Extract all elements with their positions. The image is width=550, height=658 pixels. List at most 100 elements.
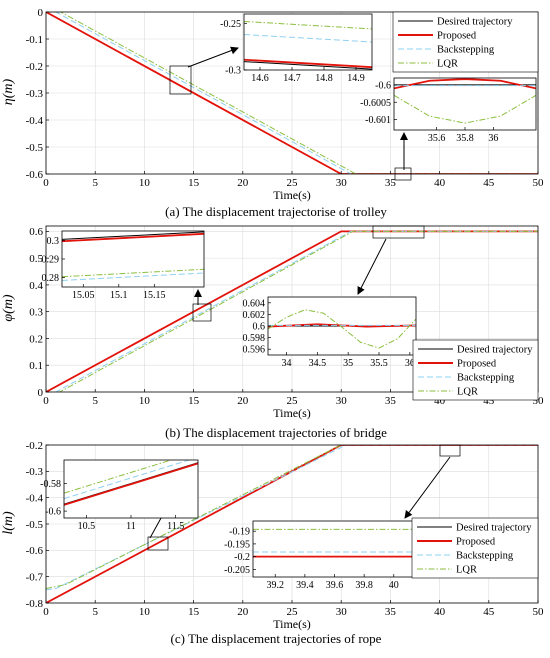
panel-c-inset-0-ytick-label: -0.58 (40, 479, 61, 490)
panel-a-inset-0-xtick-label: 14.7 (283, 73, 301, 84)
panel-a-inset-0-xtick-label: 14.9 (347, 73, 365, 84)
panel-b-inset-0-xtick-label: 15.15 (143, 290, 166, 301)
panel-c-series (46, 445, 538, 603)
panel-c-legend-box (411, 517, 539, 579)
panel-c-inset-1-ytick-label: -0.2 (234, 552, 250, 563)
panel-c-inset-0-line-lqr (64, 460, 173, 494)
panel-a-line-proposed (46, 12, 538, 174)
panel-c-caption: (c) The displacement trajectories of rop… (171, 631, 382, 646)
panel-a-inset-1-line-lqr (394, 94, 536, 124)
panel-c-xtick-label: 15 (188, 606, 200, 618)
panel-a-inset-0-xtick-label: 14.6 (251, 73, 269, 84)
panel-b-line-lqr (46, 230, 538, 392)
panel-c-inset-1-axes: 39.2 39.4 39.6 39.8 40 -0.19-0.195 -0.2 -0.205 (224, 520, 417, 591)
panel-b-inset-1-series (268, 309, 416, 349)
panel-a-xtick-label: 10 (139, 177, 151, 189)
panel-b-xtick-label: 25 (287, 395, 299, 407)
panel-c-line-lqr (46, 445, 343, 590)
panel-a-caption: (a) The displacement trajectorise of tro… (165, 204, 387, 219)
panel-a: 0 5 10 15 20 25 30 35 40 45 50 0 -0.1 -0.2 -0.3 -0.4 -0.… (1, 7, 544, 219)
panel-a-inset-0-line-lqr (244, 20, 372, 30)
panel-a-legend-label: Desired trajectory (437, 17, 513, 28)
panel-b-zoom-arrow (357, 238, 387, 295)
panel-a-ytick-label: -0.4 (26, 115, 44, 127)
panel-b-xtick-label: 45 (483, 395, 495, 407)
panel-a-ytick-label: -0.6 (26, 169, 44, 181)
panel-a-inset-1-axes: 35.6 35.8 36 -0.6 -0.6005 -0.601 (360, 77, 537, 144)
panel-a-inset-1-xtick-label: 35.8 (456, 133, 474, 144)
panel-b-xlabel: Time(s) (273, 406, 311, 420)
panel-c-ytick-label: -0.8 (26, 598, 44, 610)
panel-a-xtick-label: 20 (237, 177, 249, 189)
panel-c-inset-0-axes: 10.5 11 11.5 -0.58 -0.6 (40, 459, 199, 532)
panel-c-ytick-label: -0.3 (26, 466, 44, 478)
panel-b-ytick-label: 0.6 (29, 226, 43, 238)
panel-a-xtick-label: 40 (434, 177, 446, 189)
panel-c-zoom-box (147, 536, 169, 551)
panel-c-ytick-label: -0.2 (26, 440, 43, 452)
panel-b-xtick-label: 5 (92, 395, 98, 407)
panel-c-inset-0-xtick-label: 11 (126, 521, 136, 532)
panel-a-inset-0-series (244, 20, 372, 70)
panel-c-inset-0-xtick-label: 10.5 (78, 521, 96, 532)
panel-a-inset-0-ytick-label: -0.3 (225, 66, 241, 77)
panel-c-inset-0-xtick-label: 11.5 (167, 521, 184, 532)
panel-a-ylabel: η(m) (1, 78, 16, 105)
panel-b-ytick-label: 0.3 (29, 307, 43, 319)
panel-c-line-proposed (46, 445, 538, 603)
panel-c-xtick-label: 0 (43, 606, 49, 618)
panel-c-legend: Desired trajectory Proposed Backstepping LQ… (411, 517, 539, 579)
panel-c-inset-1-xtick-label: 40 (389, 580, 399, 591)
panel-c-xtick-label: 30 (336, 606, 348, 618)
panel-b-inset-1-xtick-label: 34 (282, 358, 292, 369)
panel-a-inset-1-xtick-label: 36 (488, 133, 498, 144)
panel-b-ytick-label: 0.1 (29, 360, 43, 372)
panel-a-xtick-label: 5 (92, 177, 98, 189)
panel-c-inset-0-line-backstepping (64, 460, 191, 500)
panel-c-inset-1-ytick-label: -0.205 (224, 565, 250, 576)
panel-b-inset-1-xtick-label: 36 (405, 358, 415, 369)
panel-b-xtick-label: 30 (336, 395, 348, 407)
panel-b-legend-label: LQR (457, 387, 478, 398)
panel-c-ytick-label: -0.5 (26, 519, 44, 531)
panel-a-ytick-label: -0.5 (26, 142, 44, 154)
panel-a-inset-1-series (394, 78, 536, 124)
panel-a-ytick-label: -0.2 (26, 61, 43, 73)
panel-b-inset-0-xtick-label: 15.05 (72, 290, 95, 301)
panel-c-legend-label: Desired trajectory (456, 523, 532, 534)
panel-a-xtick-label: 30 (336, 177, 348, 189)
panel-c-xtick-label: 5 (92, 606, 98, 618)
panel-c-inset-1-plot-bg (253, 521, 416, 577)
panel-b-ytick-label: 0.5 (29, 253, 43, 265)
panel-b-inset-0-ytick-label: 0.28 (42, 273, 60, 284)
panel-b-legend-label: Proposed (457, 359, 497, 370)
panel-a-inset-1-ytick-label: -0.601 (365, 115, 391, 126)
panel-b-line-proposed (46, 230, 538, 392)
panel-c-xtick-label: 35 (385, 606, 397, 618)
panel-b-zoom-box (192, 303, 212, 322)
panel-a-inset-1-plot-bg (394, 78, 536, 130)
panel-c-ytick-label: -0.7 (26, 572, 44, 584)
panel-c-inset-1-series (253, 528, 416, 558)
panel-a-ytick-label: -0.3 (26, 88, 44, 100)
panel-b-inset-0-ytick-label: 0.29 (42, 255, 60, 266)
panel-b-caption: (b) The displacement trajectories of bri… (165, 425, 387, 440)
panel-c-zoom-box (439, 444, 461, 457)
panel-b-inset-1-ytick-label: 0.596 (243, 345, 266, 356)
panel-b-ylabel: φ(m) (1, 294, 16, 322)
panel-a-inset-0-frame (243, 13, 373, 71)
panel-c-xtick-label: 25 (287, 606, 299, 618)
panel-c-inset-0-line-proposed (64, 462, 198, 506)
panel-b-inset-0-xtick-label: 15.1 (110, 290, 128, 301)
panel-a-inset-1-xtick-label: 35.6 (428, 133, 446, 144)
panel-c-xtick-label: 45 (483, 606, 495, 618)
panel-c-inset-1-xtick-label: 39.8 (355, 580, 373, 591)
panel-b-inset-1-xtick-label: 35.5 (370, 358, 388, 369)
panel-a-zoom-arrow (187, 46, 239, 68)
panel-a-zoom-box (394, 167, 412, 181)
panel-b-xtick-label: 20 (237, 395, 249, 407)
panel-c-inset-1-xtick-label: 39.6 (326, 580, 344, 591)
panel-b-inset-0-line-backstepping (62, 272, 204, 281)
panel-c-legend-label: Backstepping (456, 551, 514, 562)
